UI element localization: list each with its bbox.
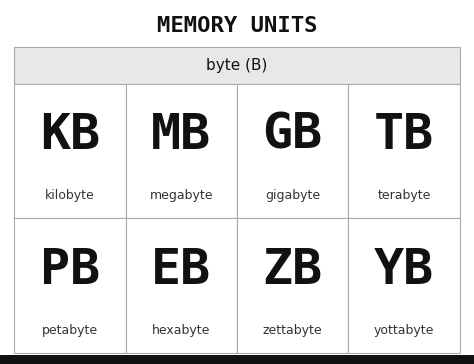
FancyBboxPatch shape	[0, 355, 474, 364]
FancyBboxPatch shape	[126, 84, 237, 218]
Text: MB: MB	[151, 111, 211, 159]
FancyBboxPatch shape	[126, 218, 237, 353]
Text: megabyte: megabyte	[150, 189, 213, 202]
Text: terabyte: terabyte	[377, 189, 431, 202]
Text: yottabyte: yottabyte	[374, 324, 434, 337]
FancyBboxPatch shape	[348, 84, 460, 218]
Text: GB: GB	[263, 111, 323, 159]
Text: YB: YB	[374, 246, 434, 294]
Text: byte (B): byte (B)	[206, 58, 268, 73]
Text: zettabyte: zettabyte	[263, 324, 322, 337]
Text: petabyte: petabyte	[42, 324, 98, 337]
Text: KB: KB	[40, 111, 100, 159]
FancyBboxPatch shape	[14, 84, 126, 218]
FancyBboxPatch shape	[14, 218, 126, 353]
Text: hexabyte: hexabyte	[152, 324, 210, 337]
FancyBboxPatch shape	[237, 84, 348, 218]
FancyBboxPatch shape	[348, 218, 460, 353]
Text: ZB: ZB	[263, 246, 323, 294]
FancyBboxPatch shape	[14, 47, 460, 84]
Text: MEMORY UNITS: MEMORY UNITS	[157, 16, 317, 36]
Text: EB: EB	[151, 246, 211, 294]
Text: gigabyte: gigabyte	[265, 189, 320, 202]
Text: PB: PB	[40, 246, 100, 294]
FancyBboxPatch shape	[237, 218, 348, 353]
Text: kilobyte: kilobyte	[45, 189, 95, 202]
Text: TB: TB	[374, 111, 434, 159]
